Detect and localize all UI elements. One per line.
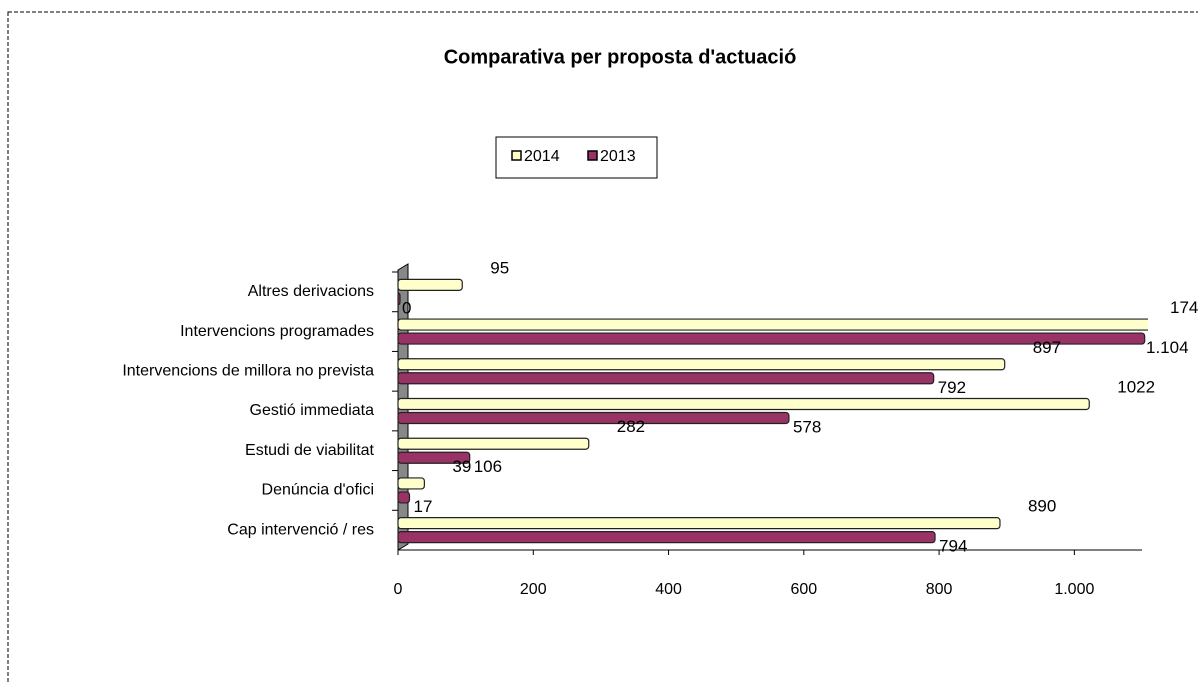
legend-swatch [587, 150, 598, 161]
bar [397, 278, 463, 291]
bar [397, 517, 1001, 530]
bar [397, 397, 1090, 411]
value-label: 17 [413, 497, 432, 516]
value-label: 95 [490, 258, 509, 277]
value-label: 792 [938, 378, 966, 397]
legend-label: 2013 [600, 148, 636, 165]
bar [397, 318, 1148, 331]
value-label: 578 [793, 417, 821, 436]
bar [397, 358, 1006, 371]
value-label: 897 [1033, 338, 1061, 357]
x-tick-label: 0 [394, 581, 403, 598]
legend-swatch [511, 150, 522, 161]
value-label: 106 [474, 457, 502, 476]
bar [397, 531, 936, 544]
bar [397, 437, 590, 450]
bar [397, 292, 401, 305]
frame [7, 11, 1198, 682]
value-label: 1022 [1117, 377, 1155, 396]
chart-title: Comparativa per proposta d'actuació [444, 46, 797, 68]
bar [397, 411, 790, 425]
x-tick-label: 800 [926, 581, 953, 598]
legend-label: 2014 [524, 148, 560, 165]
bar [397, 332, 1146, 345]
plot [397, 278, 1148, 544]
y-tick-label: Altres derivacions [248, 283, 374, 300]
value-label: 1749 [1170, 298, 1198, 317]
value-label: 282 [617, 417, 645, 436]
x-tick-label: 600 [790, 581, 817, 598]
x-tick-label: 400 [655, 581, 682, 598]
x-tick-label: 200 [520, 581, 547, 598]
y-tick-label: Intervencions programades [180, 323, 374, 340]
value-label: 1.104 [1146, 338, 1189, 357]
value-label: 794 [939, 537, 967, 556]
bar [397, 491, 411, 504]
y-tick-label: Gestió immediata [250, 402, 375, 419]
y-tick-label: Intervencions de millora no prevista [122, 363, 374, 380]
y-tick-label: Denúncia d'ofici [262, 482, 374, 499]
x-tick-label: 1.000 [1054, 581, 1094, 598]
value-label: 890 [1028, 497, 1056, 516]
value-label: 0 [402, 298, 411, 317]
y-tick-label: Cap intervenció / res [227, 521, 374, 538]
value-label: 39 [452, 457, 471, 476]
legend-box [495, 136, 658, 179]
bar [397, 477, 425, 490]
bar [397, 372, 935, 385]
bar [397, 451, 471, 464]
y-tick-label: Estudi de viabilitat [245, 442, 375, 459]
